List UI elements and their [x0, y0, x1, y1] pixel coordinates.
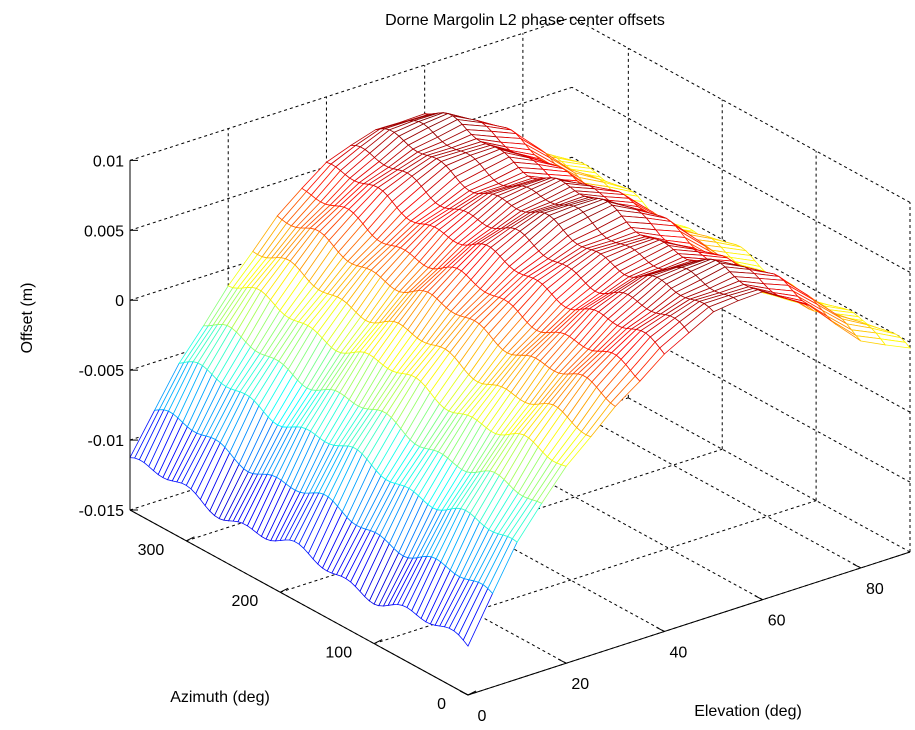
azimuth-tick-mark	[373, 639, 383, 645]
z-tick-label: 0	[115, 293, 124, 310]
z-axis-label: Offset (m)	[19, 283, 36, 354]
elevation-axis-line	[467, 551, 911, 696]
z-tick-label: -0.01	[88, 433, 125, 450]
surface-patch	[879, 338, 911, 349]
elevation-tick-mark	[557, 658, 567, 664]
floor-grid-line	[424, 414, 763, 601]
chart-title: Dorne Margolin L2 phase center offsets	[385, 12, 665, 29]
surface-mesh	[129, 112, 911, 647]
elevation-tick-label: 40	[670, 644, 688, 661]
z-tick-label: 0.005	[84, 223, 124, 240]
azimuth-tick-mark	[467, 690, 477, 696]
side-wall-grid-line	[571, 366, 911, 553]
azimuth-tick-label: 100	[325, 645, 352, 662]
y-axis-label: Azimuth (deg)	[170, 689, 270, 706]
z-tick-label: -0.005	[79, 363, 124, 380]
azimuth-tick-label: 300	[138, 542, 165, 559]
elevation-tick-label: 60	[768, 613, 786, 630]
elevation-tick-mark	[852, 563, 862, 569]
elevation-tick-mark	[754, 595, 763, 601]
azimuth-tick-label: 0	[437, 696, 446, 713]
elevation-tick-labels: 0 20 40 60 80	[459, 563, 884, 725]
elevation-tick-label: 80	[866, 581, 884, 598]
elevation-tick-label: 0	[478, 708, 487, 725]
azimuth-tick-mark	[186, 536, 195, 542]
azimuth-tick-labels: 0 100 200 300	[138, 536, 477, 713]
z-tick-label: -0.015	[79, 503, 124, 520]
z-tick-label: 0.01	[93, 153, 124, 170]
side-wall-grid-line	[571, 16, 911, 203]
elevation-tick-mark	[656, 626, 665, 632]
azimuth-tick-label: 200	[232, 593, 259, 610]
side-wall-grid-line	[571, 296, 911, 483]
elevation-tick-label: 20	[571, 676, 589, 693]
floor-grid-line	[522, 382, 862, 569]
side-wall-grid-line	[571, 226, 911, 413]
x-axis-label: Elevation (deg)	[694, 703, 802, 720]
azimuth-tick-mark	[279, 587, 289, 593]
z-tick-labels: 0.01 0.005 0 -0.005 -0.01 -0.015	[79, 153, 138, 520]
side-wall-grid-line	[571, 86, 911, 273]
elevation-tick-mark	[459, 690, 469, 696]
